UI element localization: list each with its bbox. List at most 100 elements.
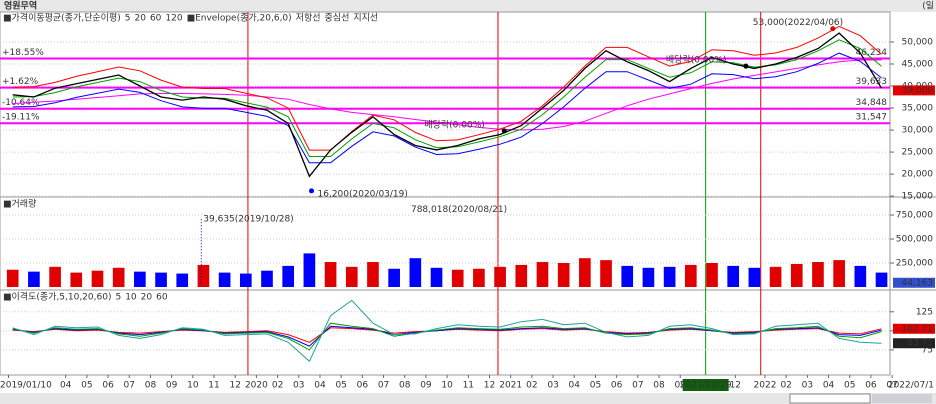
volume-bar xyxy=(176,273,189,287)
scrollbar[interactable] xyxy=(0,393,936,404)
volume-bar xyxy=(473,268,485,287)
y-tick-label: 250,000 xyxy=(896,259,933,269)
annotation-label: 39,635(2019/10/28) xyxy=(203,215,293,225)
legend-entry: 5 xyxy=(125,14,131,24)
volume-bar xyxy=(812,262,824,287)
zoom-buttons[interactable] xyxy=(872,394,932,403)
x-tick-label: 08 xyxy=(399,381,411,391)
x-tick-label: 09 xyxy=(420,381,432,391)
level-pct: +1.62% xyxy=(2,77,39,87)
volume-bar xyxy=(49,266,61,287)
level-price: 39,633 xyxy=(856,77,888,87)
y-tick-label: 20,000 xyxy=(902,170,934,180)
x-tick-label: 04 xyxy=(60,381,72,391)
volume-bar xyxy=(600,260,612,287)
x-tick-label: 03 xyxy=(293,381,304,391)
legend-entry: ■이격도(종가,5,10,20,60) xyxy=(3,291,111,303)
x-tick-label: 06 xyxy=(611,381,623,391)
legend-entry: 20 xyxy=(134,14,146,24)
volume-bar xyxy=(494,266,506,287)
x-tick-label: 11 xyxy=(463,381,474,391)
volume-bar xyxy=(112,267,125,287)
annotation-point xyxy=(830,26,836,32)
x-tick-label: 03 xyxy=(547,381,558,391)
volume-bar xyxy=(451,269,464,287)
x-tick-label: 07 xyxy=(378,381,389,391)
volume-bar xyxy=(706,263,718,287)
y-tick-label: 750,000 xyxy=(896,211,933,221)
x-tick-label: 10 xyxy=(187,381,199,391)
volume-bar xyxy=(515,264,528,287)
volume-bar xyxy=(769,266,782,287)
x-tick-label: 09 xyxy=(674,381,686,391)
x-tick-label: 08 xyxy=(653,381,665,391)
y-tick-label: 15,000 xyxy=(902,192,934,202)
volume-bar xyxy=(833,260,845,287)
volume-bar xyxy=(261,270,273,287)
moving-average xyxy=(12,59,882,131)
legend-entry: 60 xyxy=(156,293,168,303)
annotation-point xyxy=(743,63,749,69)
legend-entry: 저항선 xyxy=(296,13,321,24)
last-value-label: 102.71 xyxy=(902,324,934,334)
price-line xyxy=(12,32,883,178)
x-tick-label: 08 xyxy=(145,381,157,391)
y-tick-label: 35,000 xyxy=(902,104,934,114)
legend-entry: ■가격이동평균(종가,단순이평) xyxy=(3,12,121,24)
volume-bar xyxy=(748,267,761,287)
annotation-label: 배당락(0.00%) xyxy=(424,118,484,130)
level-pct: -19.11% xyxy=(2,113,40,123)
y-tick-label: 25,000 xyxy=(902,148,934,158)
x-tick-label: 2021 xyxy=(499,381,522,391)
volume-bar xyxy=(642,267,655,287)
legend-entry: 60 xyxy=(150,14,162,24)
x-tick-label: 04 xyxy=(823,381,835,391)
x-tick-label: 05 xyxy=(590,381,601,391)
last-value-label: 39,000 xyxy=(902,86,934,96)
x-tick-label: 06 xyxy=(865,381,877,391)
x-tick-label: 02 xyxy=(526,381,537,391)
volume-bar xyxy=(91,270,104,287)
annotation-label: 배당락(0.00%) xyxy=(666,54,726,66)
x-tick-label: 2020 xyxy=(245,381,268,391)
annotation-label: 53,000(2022/04/06) xyxy=(753,18,843,28)
scroll-thumb[interactable] xyxy=(789,393,871,404)
disparity-line xyxy=(12,299,882,363)
level-pct: +18.55% xyxy=(2,48,44,58)
x-tick-label: 04 xyxy=(569,381,581,391)
title-bar xyxy=(0,0,936,12)
x-tick-label: 12 xyxy=(730,381,741,391)
x-tick-label: 09 xyxy=(166,381,178,391)
volume-bar xyxy=(197,264,210,287)
x-tick-label: 12 xyxy=(484,381,495,391)
volume-bar xyxy=(345,266,358,287)
legend-entry: ■Envelope(종가,20,6,0) xyxy=(187,13,292,24)
last-value-box xyxy=(893,338,935,349)
volume-bar xyxy=(621,265,634,287)
volume-bar xyxy=(282,265,295,287)
x-tick-label: 12 xyxy=(229,381,240,391)
x-tick-label: 03 xyxy=(802,381,813,391)
envelope-line xyxy=(12,52,882,164)
envelope-line xyxy=(12,39,882,157)
volume-bar xyxy=(239,273,252,287)
volume-bar xyxy=(155,272,167,287)
x-tick-label: 02 xyxy=(780,381,791,391)
volume-bar xyxy=(303,253,316,287)
volume-bar xyxy=(536,262,549,287)
volume-bar xyxy=(367,262,379,287)
x-tick-label: 05 xyxy=(335,381,346,391)
legend-entry: 120 xyxy=(165,14,182,24)
x-tick-label: 11 xyxy=(208,381,219,391)
volume-bar xyxy=(134,271,146,287)
volume-bar xyxy=(727,265,740,287)
volume-bar xyxy=(409,258,422,287)
y-tick-label: 30,000 xyxy=(902,126,934,136)
volume-bar xyxy=(684,264,697,287)
volume-bar xyxy=(70,272,83,287)
plot-frame xyxy=(0,11,891,376)
volume-bar xyxy=(388,268,400,287)
cursor-box xyxy=(682,379,729,391)
y-tick-label: 75 xyxy=(922,345,933,355)
